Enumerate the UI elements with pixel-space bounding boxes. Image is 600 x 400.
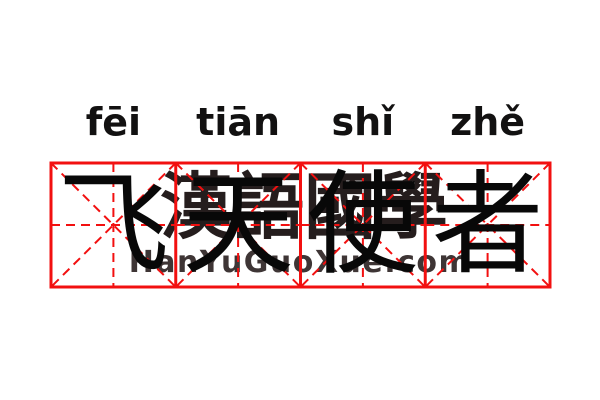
mizige-grid <box>49 161 552 289</box>
pinyin-syllable: fēi <box>85 100 142 144</box>
hanzi-row: 飞 天 使 者 <box>51 163 550 287</box>
hanzi-character: 天 <box>182 160 295 290</box>
pinyin-syllable: tiān <box>196 100 281 144</box>
hanzi-character: 者 <box>431 160 544 290</box>
pinyin-syllable: zhě <box>450 100 526 144</box>
hanzi-character: 使 <box>306 160 419 290</box>
pinyin-syllable: shǐ <box>331 100 395 144</box>
pinyin-row: fēi tiān shǐ zhě <box>51 100 550 148</box>
watermark-cjk-text: 漢語國學 <box>160 164 449 249</box>
hanzi-character: 飞 <box>57 160 170 290</box>
